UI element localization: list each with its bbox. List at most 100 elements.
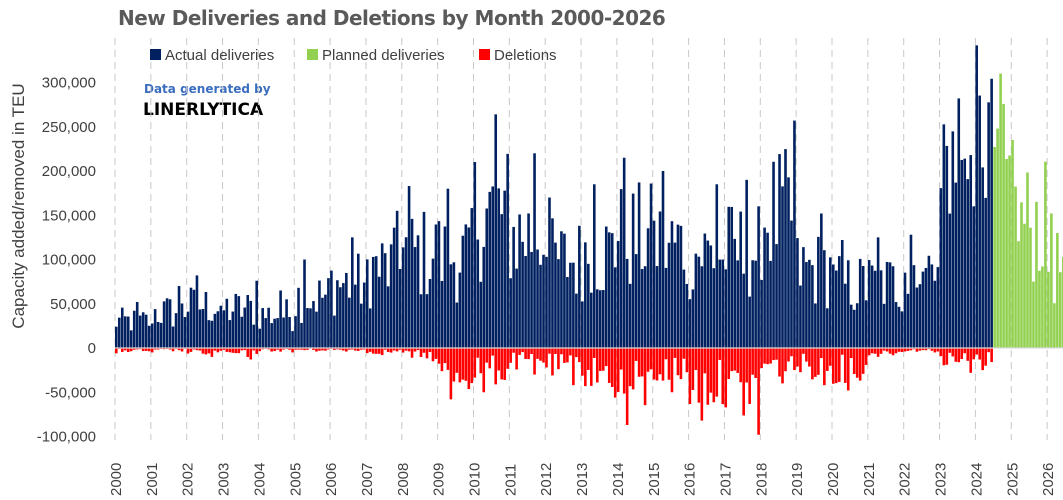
actual-delivery-bar bbox=[327, 278, 330, 348]
actual-delivery-bar bbox=[126, 316, 130, 348]
actual-delivery-bar bbox=[395, 210, 399, 348]
actual-delivery-bar bbox=[509, 278, 512, 348]
actual-delivery-bar bbox=[590, 292, 593, 348]
actual-delivery-bar bbox=[168, 299, 172, 348]
y-tick-label: 250,000 bbox=[42, 119, 96, 136]
deletion-bar bbox=[386, 348, 390, 353]
actual-delivery-bar bbox=[939, 188, 943, 348]
deletion-bar bbox=[724, 348, 728, 408]
actual-delivery-bar bbox=[359, 303, 363, 348]
x-tick-label: 2001 bbox=[144, 463, 161, 496]
deletion-bar bbox=[141, 348, 145, 351]
deletion-bar bbox=[383, 348, 387, 350]
x-tick-label: 2013 bbox=[574, 463, 591, 496]
planned-delivery-bar bbox=[996, 128, 999, 348]
deletion-bar bbox=[279, 348, 282, 352]
deletion-bar bbox=[147, 348, 151, 352]
actual-delivery-bar bbox=[784, 149, 787, 348]
deletion-bar bbox=[694, 348, 698, 370]
actual-delivery-bar bbox=[610, 233, 614, 348]
actual-delivery-bar bbox=[324, 294, 327, 348]
deletion-bar bbox=[808, 348, 811, 367]
actual-delivery-bar bbox=[990, 78, 993, 348]
actual-delivery-bar bbox=[906, 293, 910, 348]
planned-delivery-bar bbox=[1053, 303, 1056, 348]
deletion-bar bbox=[578, 348, 581, 363]
actual-delivery-bar bbox=[380, 243, 384, 348]
deletion-bar bbox=[303, 348, 306, 351]
actual-delivery-bar bbox=[297, 287, 300, 348]
actual-delivery-bar bbox=[512, 226, 515, 348]
actual-delivery-bar bbox=[981, 167, 984, 348]
x-tick-label: 2023 bbox=[933, 463, 950, 496]
axes: -100,000 -50,000 0 50,000 100,000 150,000 200,… bbox=[9, 75, 1063, 496]
deletion-bar bbox=[536, 348, 539, 359]
actual-delivery-bar bbox=[539, 264, 542, 348]
actual-delivery-bar bbox=[348, 297, 351, 348]
actual-delivery-bar bbox=[321, 297, 324, 348]
actual-delivery-bar bbox=[267, 307, 270, 348]
deletion-bar bbox=[446, 348, 450, 370]
planned-delivery-bar bbox=[1029, 227, 1032, 348]
deletion-bar bbox=[598, 348, 602, 371]
actual-delivery-bar bbox=[601, 290, 605, 348]
actual-delivery-bar bbox=[482, 246, 486, 348]
deletion-bar bbox=[766, 348, 769, 365]
actual-delivery-bar bbox=[389, 244, 393, 348]
deletion-bar bbox=[243, 348, 247, 351]
actual-delivery-bar bbox=[210, 320, 214, 348]
deletion-bar bbox=[652, 348, 656, 380]
deletion-bar bbox=[625, 348, 629, 425]
deletion-bar bbox=[658, 348, 662, 375]
deletion-bar bbox=[837, 348, 841, 382]
deletion-bar bbox=[718, 348, 722, 360]
deletion-bar bbox=[428, 348, 432, 352]
x-tick-label: 2014 bbox=[610, 463, 627, 496]
actual-delivery-bar bbox=[491, 186, 495, 348]
deletion-bar bbox=[918, 348, 922, 351]
deletion-bar bbox=[497, 348, 500, 371]
deletion-bar bbox=[802, 348, 805, 354]
actual-delivery-bar bbox=[219, 305, 223, 348]
actual-delivery-bar bbox=[676, 224, 680, 348]
x-tick-label: 2004 bbox=[251, 463, 268, 496]
deletion-bar bbox=[894, 348, 898, 354]
planned-delivery-bar bbox=[1032, 281, 1035, 348]
actual-delivery-bar bbox=[796, 238, 799, 348]
deletion-bar bbox=[294, 348, 297, 350]
actual-delivery-bar bbox=[840, 240, 844, 348]
deletion-bar bbox=[315, 348, 318, 352]
actual-delivery-bar bbox=[664, 267, 668, 348]
deletion-bar bbox=[975, 348, 978, 355]
deletion-bar bbox=[829, 348, 832, 366]
deletion-bar bbox=[867, 348, 871, 356]
deletion-bar bbox=[799, 348, 802, 373]
legend-label: Planned deliveries bbox=[322, 47, 445, 64]
deletion-bar bbox=[339, 348, 342, 350]
deletion-bar bbox=[924, 348, 928, 351]
actual-delivery-bar bbox=[407, 186, 411, 348]
deletion-bar bbox=[479, 348, 483, 374]
deletion-bar bbox=[963, 348, 967, 354]
deletion-bar bbox=[530, 348, 533, 355]
actual-delivery-bar bbox=[718, 259, 722, 348]
deletion-bar bbox=[129, 348, 133, 352]
actual-delivery-bar bbox=[915, 287, 919, 348]
actual-delivery-bar bbox=[873, 270, 877, 348]
deletion-bar bbox=[494, 348, 497, 385]
deletion-bar bbox=[377, 348, 381, 354]
deletion-bar bbox=[852, 348, 856, 374]
deletion-bar bbox=[153, 348, 157, 350]
deletion-bar bbox=[772, 348, 775, 361]
legend: Actual deliveries Planned deliveries Delet… bbox=[150, 47, 557, 64]
deletion-bar bbox=[703, 348, 707, 374]
deletion-bar bbox=[742, 348, 745, 416]
actual-delivery-bar bbox=[201, 309, 205, 348]
actual-delivery-bar bbox=[306, 308, 309, 348]
actual-delivery-bar bbox=[434, 224, 438, 348]
actual-delivery-bar bbox=[924, 267, 928, 348]
y-tick-label: 0 bbox=[88, 340, 96, 357]
actual-delivery-bar bbox=[398, 269, 402, 348]
deletion-bar bbox=[781, 348, 784, 384]
actual-delivery-bar bbox=[530, 251, 533, 348]
